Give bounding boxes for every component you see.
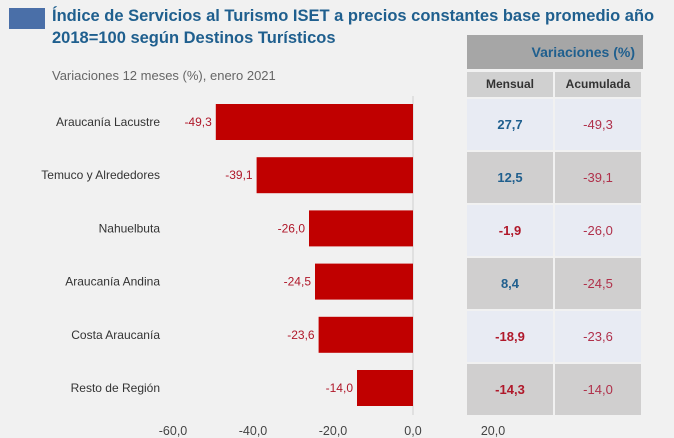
- x-tick-label: 20,0: [481, 424, 505, 438]
- mensual-cell: 12,5: [467, 152, 553, 203]
- category-label: Nahuelbuta: [99, 221, 161, 235]
- category-label: Araucanía Andina: [65, 275, 160, 289]
- acumulada-cell: -39,1: [555, 152, 641, 203]
- data-label: -39,1: [225, 168, 253, 182]
- category-label: Costa Araucanía: [71, 328, 160, 342]
- mensual-cell: 27,7: [467, 99, 553, 150]
- mensual-cell: -14,3: [467, 364, 553, 415]
- x-tick-label: -20,0: [319, 424, 348, 438]
- acumulada-cell: -49,3: [555, 99, 641, 150]
- acumulada-cell: -26,0: [555, 205, 641, 256]
- data-label: -49,3: [184, 115, 212, 129]
- table-row: 8,4 -24,5: [467, 258, 643, 309]
- chart-title: Índice de Servicios al Turismo ISET a pr…: [52, 7, 655, 47]
- data-label: -24,5: [284, 275, 312, 289]
- x-tick-label: -60,0: [159, 424, 188, 438]
- column-header-mensual: Mensual: [467, 72, 553, 97]
- mensual-cell: -18,9: [467, 311, 553, 362]
- chart-subtitle: Variaciones 12 meses (%), enero 2021: [52, 68, 276, 83]
- bar: [318, 316, 413, 353]
- mensual-cell: 8,4: [467, 258, 553, 309]
- x-tick-label: 0,0: [404, 424, 421, 438]
- table-row: 27,7 -49,3: [467, 99, 643, 150]
- bar: [357, 370, 413, 406]
- category-label: Araucanía Lacustre: [56, 115, 160, 129]
- acumulada-cell: -24,5: [555, 258, 641, 309]
- column-header-acumulada: Acumulada: [555, 72, 641, 97]
- data-label: -23,6: [287, 328, 315, 342]
- bar: [315, 263, 413, 300]
- data-label: -26,0: [278, 221, 306, 235]
- table-row: -18,9 -23,6: [467, 311, 643, 362]
- bar: [309, 210, 413, 247]
- acumulada-cell: -23,6: [555, 311, 641, 362]
- table-row: -14,3 -14,0: [467, 364, 643, 415]
- title-marker: [9, 8, 45, 29]
- acumulada-cell: -14,0: [555, 364, 641, 415]
- category-label: Resto de Región: [71, 381, 160, 395]
- table-row: 12,5 -39,1: [467, 152, 643, 203]
- category-label: Temuco y Alrededores: [41, 168, 160, 182]
- x-tick-label: -40,0: [239, 424, 268, 438]
- variations-table: Variaciones (%) Mensual Acumulada 27,7 -4…: [467, 35, 643, 417]
- mensual-cell: -1,9: [467, 205, 553, 256]
- data-label: -14,0: [326, 381, 354, 395]
- table-header: Variaciones (%): [467, 35, 643, 69]
- table-row: -1,9 -26,0: [467, 205, 643, 256]
- bar: [215, 104, 413, 140]
- bar: [256, 157, 413, 194]
